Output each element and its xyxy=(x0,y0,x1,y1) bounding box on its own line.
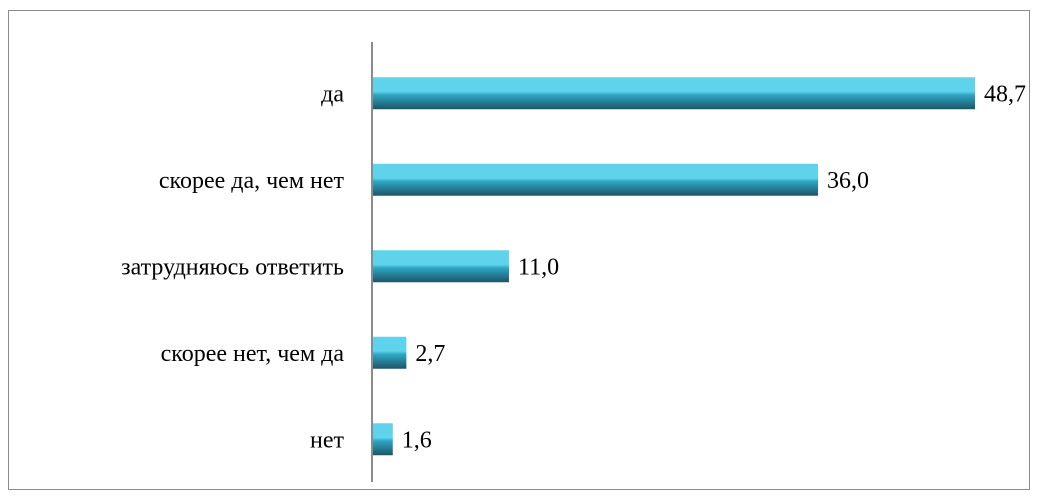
value-label-0: 48,7 xyxy=(984,81,1026,107)
value-label-4: 1,6 xyxy=(402,427,432,453)
bar-2 xyxy=(373,250,509,283)
bar-0 xyxy=(373,77,975,110)
value-label-3: 2,7 xyxy=(415,341,445,367)
bar-3 xyxy=(373,336,407,369)
value-label-1: 36,0 xyxy=(827,168,869,194)
category-label-3: скорее нет, чем да xyxy=(161,341,345,367)
category-label-4: нет xyxy=(310,427,344,453)
category-label-1: скорее да, чем нет xyxy=(159,168,345,194)
category-labels-group: да скорее да, чем нет затрудняюсь ответить… xyxy=(121,81,344,453)
value-label-2: 11,0 xyxy=(518,254,559,280)
category-label-0: да xyxy=(321,81,344,107)
bars-group xyxy=(373,77,975,456)
bar-1 xyxy=(373,163,819,196)
category-label-2: затрудняюсь ответить xyxy=(121,254,344,280)
value-labels-group: 48,7 36,0 11,0 2,7 1,6 xyxy=(402,81,1026,453)
bar-4 xyxy=(373,423,393,456)
